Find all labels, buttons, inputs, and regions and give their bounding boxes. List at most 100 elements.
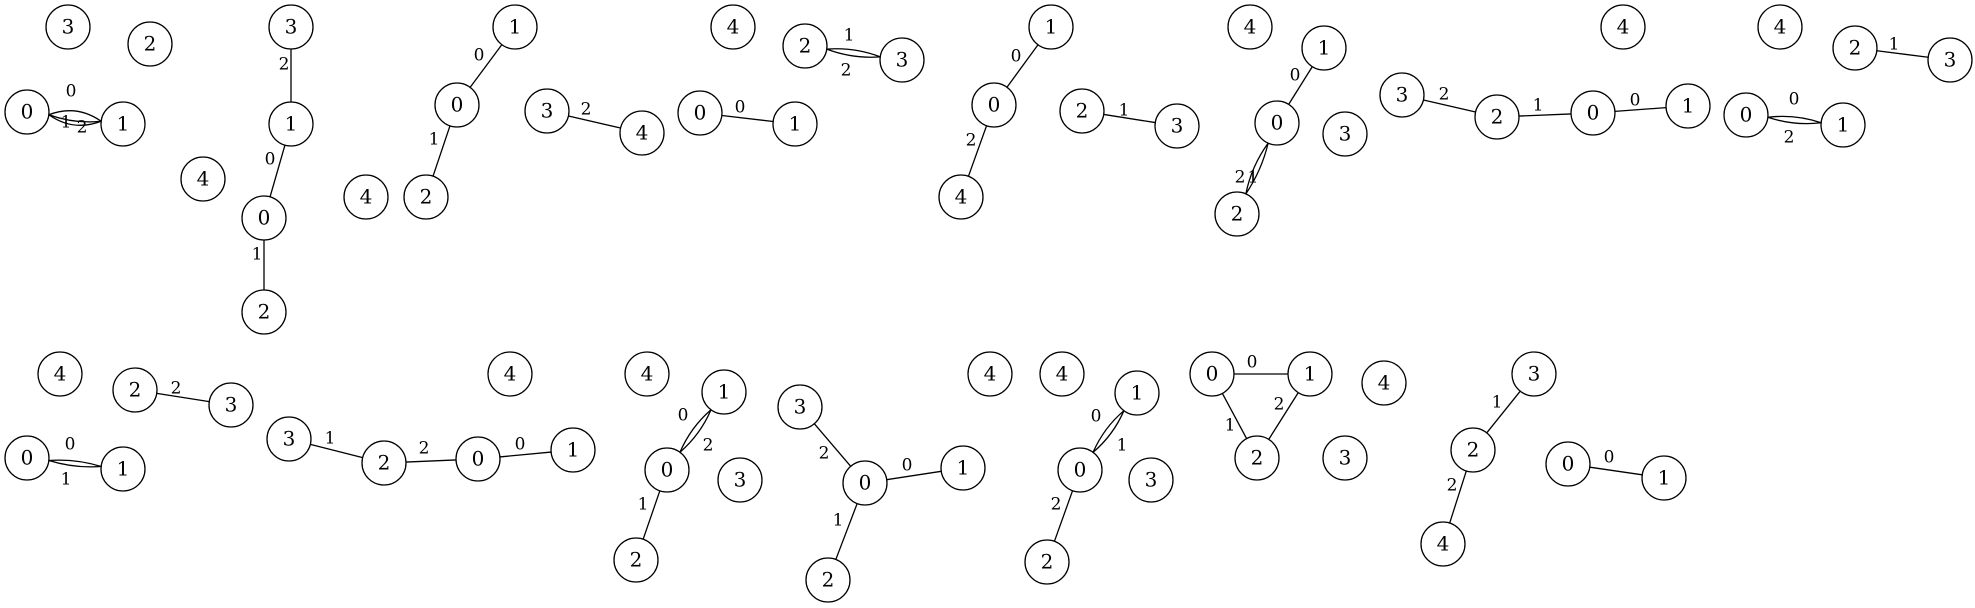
node-label-g13-1: 1 [718,380,731,404]
edge-g15-0-2-2 [1053,490,1074,542]
node-label-g6-4: 4 [955,185,968,209]
node-g10-2 [1832,25,1878,71]
node-g15-4 [1039,351,1085,397]
node-g3-4 [343,174,389,220]
edge-g9-0-1-0 [1767,115,1822,124]
node-g1-1 [100,101,146,147]
graph-g4: 2 3 4 [524,88,665,156]
edge-g8-3-2-0 [1423,99,1476,113]
node-label-g6-1: 1 [1045,15,1058,39]
edge-g2-1-0-1 [269,144,286,198]
node-g6-2 [1059,88,1105,134]
node-label-g16-3: 3 [1339,446,1352,470]
node-g13-4 [624,351,670,397]
node-label-g17-2: 2 [1467,438,1480,462]
edge-g12-0-1-2 [499,451,552,458]
edge-label-g13-2: 1 [638,495,649,515]
node-label-g1-2: 2 [144,32,157,56]
node-label-g7-2: 2 [1231,202,1244,226]
node-label-g5-0: 0 [694,101,707,125]
edge-label-g7-2: 2 [1235,168,1246,188]
node-g15-1 [1114,370,1160,416]
node-label-g10-2: 2 [1849,36,1862,60]
edge-label-g17-0: 1 [1492,393,1503,413]
node-g2-1 [268,101,314,147]
edge-g9-0-1-1 [1767,116,1822,125]
node-label-g12-2: 2 [378,451,391,475]
node-g11-2 [112,367,158,413]
edge-label-g6-0: 0 [1011,47,1022,67]
node-g5-3 [879,37,925,83]
node-label-g13-0: 0 [661,458,674,482]
node-g1-3 [45,4,91,50]
node-g6-4 [938,174,984,220]
edge-label-g9-1: 2 [1784,128,1795,148]
edge-g17-0-1-2 [1589,466,1643,476]
edge-label-g1-0: 0 [66,82,77,102]
edge-g10-2-3-0 [1876,50,1929,58]
edge-label-g2-0: 2 [279,55,290,75]
node-g1-2 [127,21,173,67]
node-label-g3-2: 2 [420,185,433,209]
node-label-g17-3: 3 [1528,362,1541,386]
edge-label-g11-0: 2 [171,379,182,399]
node-g16-3 [1322,435,1368,481]
edge-label-g15-2: 2 [1051,495,1062,515]
node-label-g4-4: 4 [636,121,649,145]
node-g5-4 [710,4,756,50]
edge-label-g7-1: 1 [1248,168,1259,188]
node-g17-2 [1450,427,1496,473]
node-g2-0 [241,195,287,241]
graph-g17: 1 2 0 3 2 4 0 1 [1420,351,1687,567]
node-g15-3 [1128,457,1174,503]
node-label-g14-1: 1 [957,456,970,480]
edge-label-g11-2: 1 [61,470,72,490]
edge-label-g11-1: 0 [65,435,76,455]
edge-label-g14-1: 0 [902,456,913,476]
edge-g17-3-2-0 [1486,390,1521,434]
node-g2-3 [268,4,314,50]
node-label-g9-4: 4 [1617,15,1630,39]
node-g7-2 [1214,191,1260,237]
graph-g11: 2 0 1 4 2 3 0 1 [4,351,254,492]
edge-g3-1-0-0 [469,44,503,88]
edge-g5-2-3-0 [826,48,881,58]
node-label-g1-4: 4 [197,167,210,191]
node-label-g9-0: 0 [1740,103,1753,127]
node-label-g16-4: 4 [1378,371,1391,395]
node-label-g4-3: 3 [541,99,554,123]
edge-label-g9-0: 0 [1789,90,1800,110]
node-g7-0 [1254,100,1300,146]
node-g17-1 [1641,455,1687,501]
node-g7-3 [1322,111,1368,157]
node-label-g14-3: 3 [794,395,807,419]
edge-label-g10-0: 1 [1889,35,1900,55]
node-g3-2 [403,174,449,220]
node-g7-1 [1301,25,1347,71]
node-label-g10-4: 4 [1774,15,1787,39]
node-label-g3-4: 4 [360,185,373,209]
node-g8-3 [1379,72,1425,118]
node-label-g2-3: 3 [285,15,298,39]
node-g4-3 [524,88,570,134]
node-label-g15-0: 0 [1074,458,1087,482]
node-label-g6-2: 2 [1076,99,1089,123]
node-g10-3 [1927,37,1973,83]
edge-g1-0-1-0 [48,110,102,122]
edge-g5-2-3-1 [826,48,881,58]
node-g10-4 [1757,4,1803,50]
node-g12-1 [550,427,596,473]
node-g12-3 [266,416,312,462]
node-label-g15-4: 4 [1056,362,1069,386]
node-g14-4 [967,351,1013,397]
node-label-g3-0: 0 [451,93,464,117]
node-g1-4 [180,156,226,202]
edge-g6-0-4-1 [967,125,988,177]
edge-g17-2-4-1 [1449,470,1467,524]
node-g3-0 [434,82,480,128]
graph-g9: 0 2 4 0 1 [1600,4,1866,148]
